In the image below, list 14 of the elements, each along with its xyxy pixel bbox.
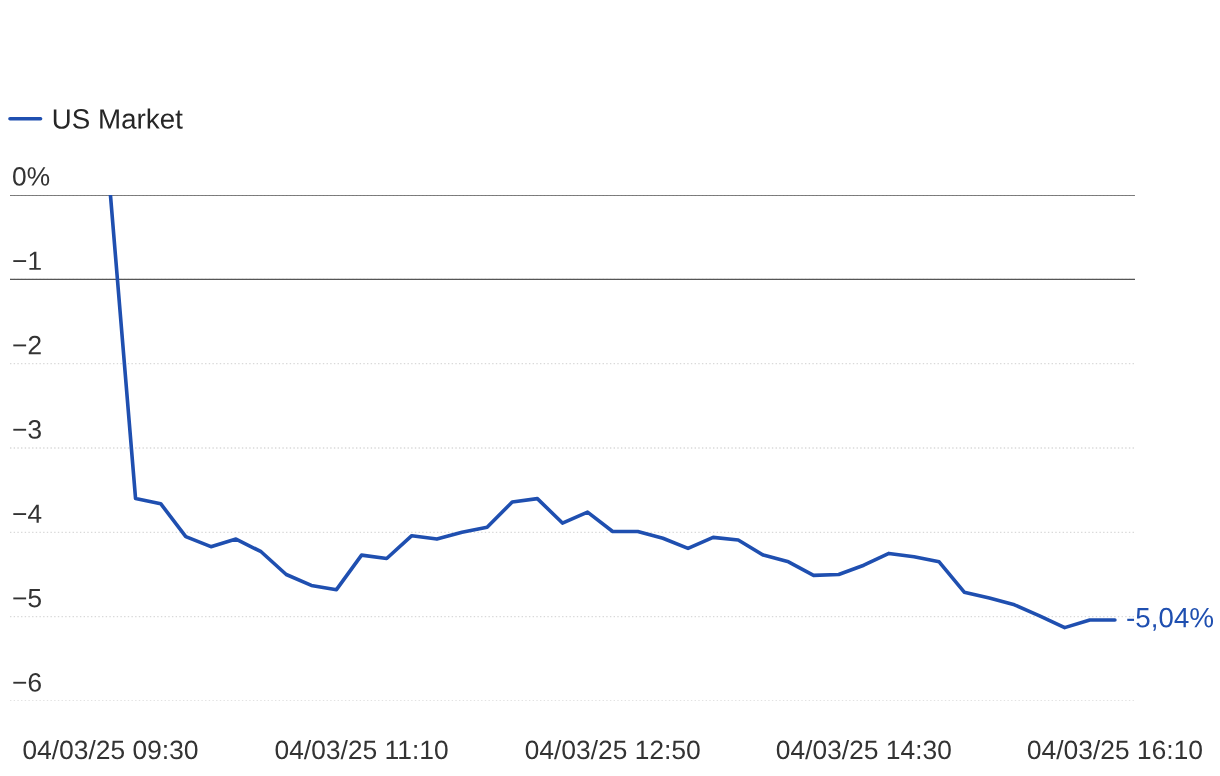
legend-label: US Market [53,108,183,129]
y-tick-label: −4 [13,504,42,523]
y-tick-label: −3 [13,420,41,439]
x-tick-label: 04/03/25 11:10 [275,739,448,760]
annotation: -5,04% [1127,607,1214,631]
x-tick-label: 04/03/25 09:30 [23,739,198,760]
x-tick-label: 04/03/25 12:50 [525,739,700,760]
y-tick-label: 0% [13,167,50,186]
y-tick-label: −2 [13,335,41,355]
y-tick-label: −6 [13,673,41,692]
x-tick-label: 04/03/25 14:30 [776,739,951,760]
x-tick-label: 04/03/25 16:10 [1027,739,1202,760]
y-tick-label: −5 [13,589,41,608]
y-tick-label: −1 [13,251,41,270]
